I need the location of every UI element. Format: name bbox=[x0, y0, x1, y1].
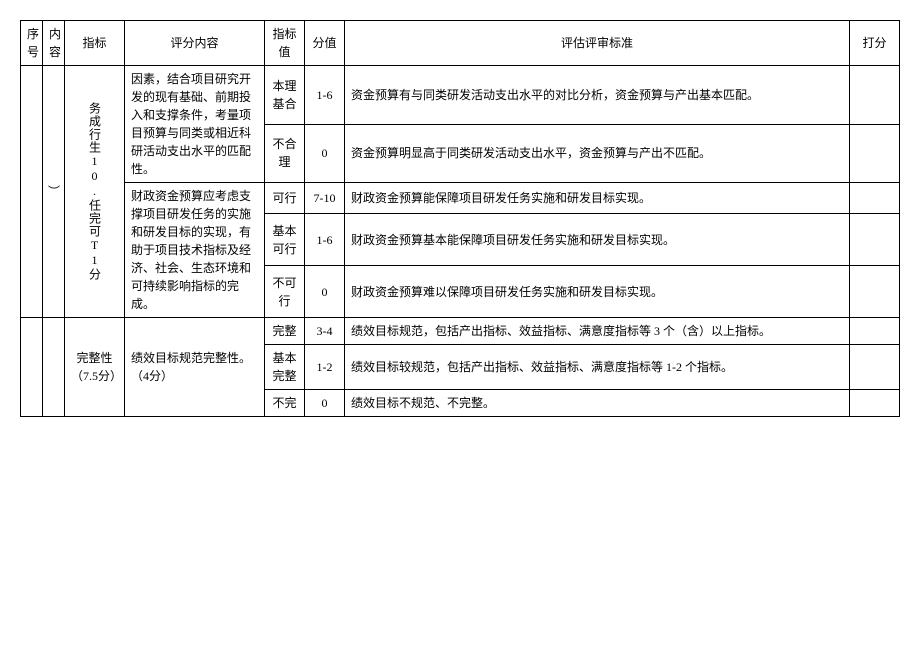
header-score: 分值 bbox=[305, 21, 345, 66]
score-cell: 1-2 bbox=[305, 345, 345, 390]
standard-cell: 绩效目标不规范、不完整。 bbox=[345, 390, 850, 417]
grade-cell bbox=[850, 345, 900, 390]
value-cell: 基本可行 bbox=[265, 214, 305, 266]
grade-cell bbox=[850, 214, 900, 266]
standard-cell: 财政资金预算能保障项目研发任务实施和研发目标实现。 bbox=[345, 183, 850, 214]
header-row: 序号 内容 指标 评分内容 指标值 分值 评估评审标准 打分 bbox=[21, 21, 900, 66]
scoring-cell: 因素，结合项目研究开发的现有基础、前期投入和支撑条件，考量项目预算与同类或相近科… bbox=[125, 66, 265, 183]
standard-cell: 资金预算明显高于同类研发活动支出水平，资金预算与产出不匹配。 bbox=[345, 124, 850, 183]
header-value: 指标值 bbox=[265, 21, 305, 66]
score-cell: 3-4 bbox=[305, 318, 345, 345]
value-cell: 本理基合 bbox=[265, 66, 305, 125]
content-cell: ） bbox=[43, 66, 65, 318]
value-cell: 基本完整 bbox=[265, 345, 305, 390]
table-row: 完整性（7.5分） 绩效目标规范完整性。（4分） 完整 3-4 绩效目标规范，包… bbox=[21, 318, 900, 345]
header-grade: 打分 bbox=[850, 21, 900, 66]
value-cell: 不完 bbox=[265, 390, 305, 417]
header-seq: 序号 bbox=[21, 21, 43, 66]
header-standard: 评估评审标准 bbox=[345, 21, 850, 66]
score-cell: 0 bbox=[305, 266, 345, 318]
indicator-cell: 完整性（7.5分） bbox=[65, 318, 125, 417]
evaluation-table: 序号 内容 指标 评分内容 指标值 分值 评估评审标准 打分 ） 务成行生10.… bbox=[20, 20, 900, 417]
header-scoring: 评分内容 bbox=[125, 21, 265, 66]
value-cell: 可行 bbox=[265, 183, 305, 214]
seq-cell bbox=[21, 318, 43, 417]
score-cell: 1-6 bbox=[305, 214, 345, 266]
grade-cell bbox=[850, 390, 900, 417]
value-cell: 完整 bbox=[265, 318, 305, 345]
grade-cell bbox=[850, 318, 900, 345]
header-indicator: 指标 bbox=[65, 21, 125, 66]
indicator-cell: 务成行生10.任完可T1分 bbox=[65, 66, 125, 318]
scoring-cell: 财政资金预算应考虑支撑项目研发任务的实施和研发目标的实现，有助于项目技术指标及经… bbox=[125, 183, 265, 318]
grade-cell bbox=[850, 183, 900, 214]
header-content: 内容 bbox=[43, 21, 65, 66]
grade-cell bbox=[850, 66, 900, 125]
seq-cell bbox=[21, 66, 43, 318]
table-row: 财政资金预算应考虑支撑项目研发任务的实施和研发目标的实现，有助于项目技术指标及经… bbox=[21, 183, 900, 214]
scoring-cell: 绩效目标规范完整性。（4分） bbox=[125, 318, 265, 417]
score-cell: 7-10 bbox=[305, 183, 345, 214]
value-cell: 不可行 bbox=[265, 266, 305, 318]
standard-cell: 财政资金预算难以保障项目研发任务实施和研发目标实现。 bbox=[345, 266, 850, 318]
table-row: ） 务成行生10.任完可T1分 因素，结合项目研究开发的现有基础、前期投入和支撑… bbox=[21, 66, 900, 125]
value-cell: 不合理 bbox=[265, 124, 305, 183]
content-cell bbox=[43, 318, 65, 417]
grade-cell bbox=[850, 124, 900, 183]
score-cell: 1-6 bbox=[305, 66, 345, 125]
score-cell: 0 bbox=[305, 390, 345, 417]
grade-cell bbox=[850, 266, 900, 318]
standard-cell: 绩效目标规范，包括产出指标、效益指标、满意度指标等 3 个（含）以上指标。 bbox=[345, 318, 850, 345]
standard-cell: 绩效目标较规范，包括产出指标、效益指标、满意度指标等 1-2 个指标。 bbox=[345, 345, 850, 390]
score-cell: 0 bbox=[305, 124, 345, 183]
standard-cell: 资金预算有与同类研发活动支出水平的对比分析，资金预算与产出基本匹配。 bbox=[345, 66, 850, 125]
standard-cell: 财政资金预算基本能保障项目研发任务实施和研发目标实现。 bbox=[345, 214, 850, 266]
